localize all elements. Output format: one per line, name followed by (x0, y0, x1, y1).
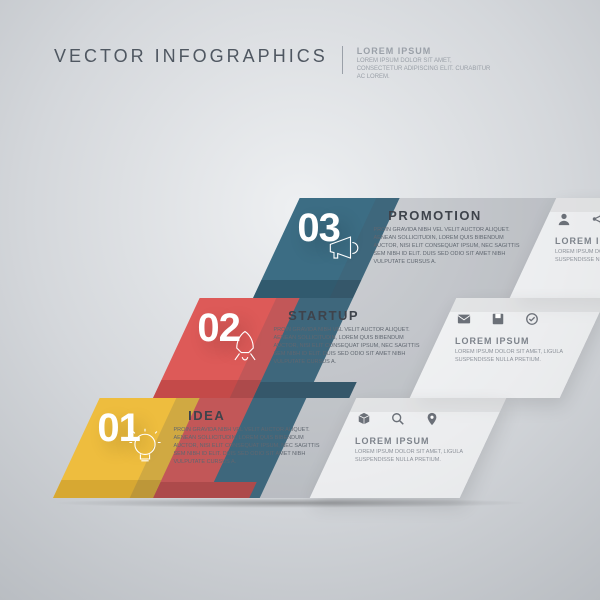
magnifier-icon (391, 412, 405, 426)
step-1-light-panel: LOREM IPSUM LOREM IPSUM DOLOR SIT AMET, … (310, 398, 507, 498)
step-2-light-label: LOREM IPSUM (455, 336, 565, 346)
step-3-light-label: LOREM IPSUM (555, 236, 600, 246)
lightbulb-icon (123, 426, 167, 470)
step-2-light-panel: LOREM IPSUM LOREM IPSUM DOLOR SIT AMET, … (410, 298, 600, 398)
step-1-light-label: LOREM IPSUM (355, 436, 465, 446)
megaphone-icon (323, 226, 367, 270)
step-3-light-text: LOREM IPSUM DOLOR SIT AMET, LIGULA SUSPE… (555, 249, 600, 264)
step-2-light-text: LOREM IPSUM DOLOR SIT AMET, LIGULA SUSPE… (455, 349, 565, 364)
share-icon (591, 212, 600, 226)
step-3-desc: PROIN GRAVIDA NIBH VEL VELIT AUCTOR ALIQ… (374, 227, 520, 267)
step-1-light-text: LOREM IPSUM DOLOR SIT AMET, LIGULA SUSPE… (355, 449, 465, 464)
cube-icon (357, 412, 371, 426)
step-3-title: PROMOTION (388, 208, 534, 223)
rocket-icon (223, 326, 267, 370)
clock-check-icon (525, 312, 539, 326)
step-1-title: IDEA (188, 408, 334, 423)
step-1-desc: PROIN GRAVIDA NIBH VEL VELIT AUCTOR ALIQ… (174, 427, 320, 467)
user-icon (557, 212, 571, 226)
infographic-stage: 03 PROMOTION PROIN GRAVIDA NIBH VEL VELI… (0, 0, 600, 600)
mail-icon (457, 312, 471, 326)
disk-icon (491, 312, 505, 326)
step-2-icon-row (457, 312, 565, 326)
step-1-icon-row (357, 412, 465, 426)
step-2: 02 STARTUP PROIN GRAVIDA NIBH VEL VELIT … (153, 298, 583, 398)
step-3: 03 PROMOTION PROIN GRAVIDA NIBH VEL VELI… (253, 198, 600, 298)
step-2-desc: PROIN GRAVIDA NIBH VEL VELIT AUCTOR ALIQ… (274, 327, 420, 367)
step-3-icon-row (557, 212, 600, 226)
step-2-title: STARTUP (288, 308, 434, 323)
step-1: 01 IDEA PROIN GRAVIDA NIBH VEL VELIT AUC… (53, 398, 483, 498)
floor-shadow (48, 498, 533, 508)
pin-icon (425, 412, 439, 426)
